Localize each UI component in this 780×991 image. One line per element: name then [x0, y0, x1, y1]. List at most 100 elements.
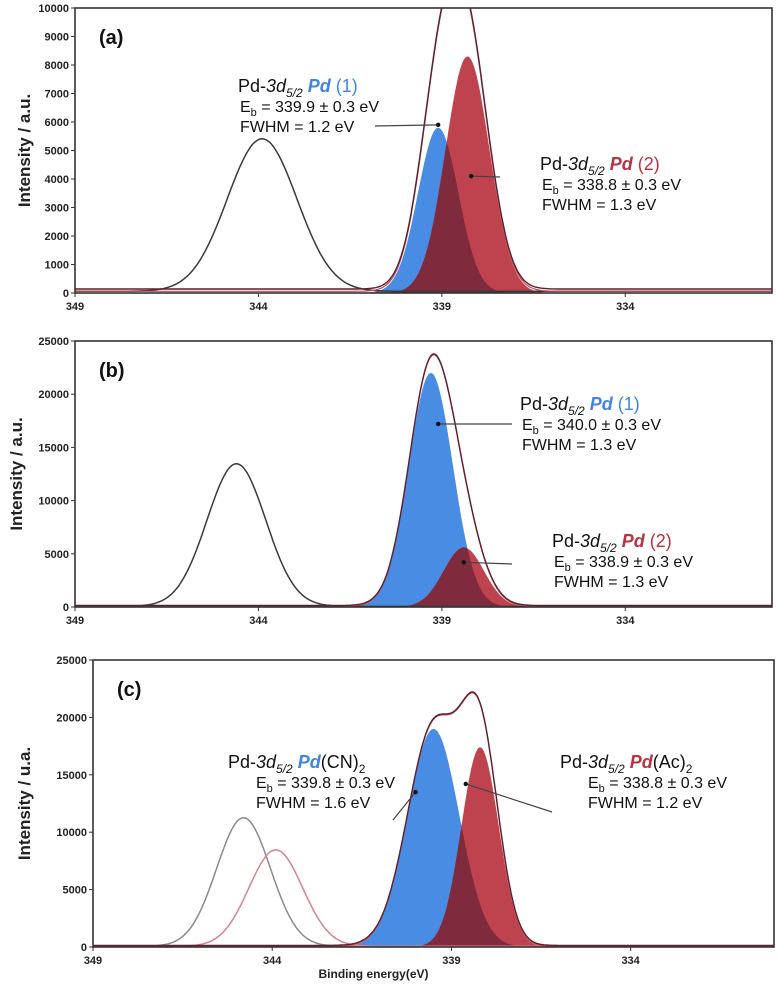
panel-c: 0 5000 10000 15000 20000 25000 349 344 339 334 Int… — [15, 655, 775, 981]
eb-subscript: b — [267, 783, 273, 795]
species-suffix: (1) — [613, 394, 640, 414]
eb-value: = 340.0 ± 0.3 eV — [539, 417, 662, 434]
annotation-leader-line — [471, 175, 501, 178]
annotation-species-label: Pd-3d5/2 Pd(CN)2 — [228, 752, 366, 776]
annotation-fwhm: FWHM = 1.3 eV — [522, 437, 637, 454]
component-area-1 — [93, 728, 774, 947]
x-tick-label: 334 — [616, 301, 635, 313]
eb-value: = 339.9 ± 0.3 eV — [257, 99, 380, 116]
species-prefix: Pd- — [520, 394, 548, 414]
species-prefix: Pd- — [552, 531, 580, 551]
component-overlap-area — [75, 143, 772, 293]
x-tick-label: 349 — [66, 301, 84, 313]
y-tick-label: 25000 — [38, 336, 69, 348]
y-tick-label: 9000 — [45, 32, 69, 44]
annotation-leader-line — [392, 791, 417, 821]
species-orbital: 3d — [266, 76, 287, 96]
y-tick-label: 10000 — [56, 827, 87, 839]
species-subscript: 5/2 — [276, 762, 293, 776]
raw-envelope-line — [93, 691, 774, 947]
eb-value: = 338.8 ± 0.3 eV — [605, 775, 728, 792]
x-tick-label: 334 — [616, 615, 635, 627]
species-orbital: 3d — [580, 531, 601, 551]
species-suffix-subscript: 2 — [359, 762, 366, 776]
annotation-fwhm: FWHM = 1.3 eV — [542, 197, 657, 214]
y-tick-label: 3000 — [45, 203, 69, 215]
annotation-point — [461, 560, 467, 565]
panel-label: (c) — [117, 679, 141, 701]
species-bold: Pd — [605, 154, 634, 174]
annotation-fwhm: FWHM = 1.2 eV — [240, 119, 355, 136]
x-tick-label: 349 — [66, 615, 84, 627]
y-tick-label: 4000 — [45, 174, 69, 186]
species-subscript: 5/2 — [286, 86, 303, 100]
x-tick-label: 349 — [84, 955, 102, 967]
y-tick-label: 6000 — [45, 117, 69, 129]
annotation-species-label: Pd-3d5/2 Pd (1) — [520, 394, 640, 418]
species-suffix: (2) — [633, 154, 660, 174]
eb-value: = 338.8 ± 0.3 eV — [559, 177, 682, 194]
y-tick-label: 0 — [81, 942, 87, 954]
component-area-1 — [75, 373, 772, 607]
y-tick-label: 1000 — [45, 260, 69, 272]
component-area-1 — [75, 127, 772, 293]
annotation-point — [463, 781, 468, 787]
annotation-point — [468, 173, 474, 179]
plot-area — [75, 8, 772, 293]
eb-subscript: b — [251, 107, 257, 119]
y-axis-label: Intensity / a.u. — [15, 94, 34, 207]
eb-symbol: E — [542, 177, 553, 194]
panel-label: (a) — [99, 27, 123, 49]
annotation-species-label: Pd-3d5/2 Pd (2) — [552, 531, 672, 555]
species-suffix: (CN) — [321, 752, 359, 772]
species-subscript: 5/2 — [568, 404, 585, 418]
annotation-fwhm: FWHM = 1.3 eV — [554, 574, 669, 591]
panel-a: 0 1000 2000 3000 4000 5000 6000 7000 8000 9000 100… — [15, 3, 773, 313]
x-tick-label: 339 — [433, 615, 451, 627]
species-orbital: 3d — [588, 752, 609, 772]
species-prefix: Pd- — [540, 154, 568, 174]
species-bold: Pd — [293, 752, 322, 772]
species-bold: Pd — [303, 76, 332, 96]
annotation-fwhm: FWHM = 1.6 eV — [256, 795, 371, 812]
y-tick-label: 0 — [63, 288, 69, 300]
y-tick-label: 20000 — [56, 712, 87, 724]
species-orbital: 3d — [548, 394, 569, 414]
y-axis-label: Intensity / a.u. — [7, 417, 26, 530]
species-subscript: 5/2 — [600, 541, 617, 555]
species-subscript: 5/2 — [588, 164, 605, 178]
annotation-point — [435, 122, 441, 128]
y-tick-label: 25000 — [56, 655, 87, 667]
annotation-binding-energy: Eb = 338.8 ± 0.3 eV — [588, 775, 727, 795]
x-tick-label: 339 — [442, 955, 460, 967]
annotation-leader-line — [374, 124, 439, 127]
eb-value: = 339.8 ± 0.3 eV — [273, 775, 396, 792]
annotation-binding-energy: Eb = 339.8 ± 0.3 eV — [256, 775, 395, 795]
plot-frame — [74, 340, 773, 608]
species-bold: Pd — [625, 752, 654, 772]
raw-envelope-line — [75, 8, 772, 290]
annotation-leader-line — [465, 783, 553, 813]
species-suffix: (Ac) — [653, 752, 686, 772]
species-prefix: Pd- — [238, 76, 266, 96]
annotation-species-label: Pd-3d5/2 Pd(Ac)2 — [560, 752, 693, 776]
species-suffix: (1) — [331, 76, 358, 96]
y-tick-label: 5000 — [45, 549, 69, 561]
annotation-binding-energy: Eb = 338.9 ± 0.3 eV — [554, 554, 693, 574]
y-tick-label: 2000 — [45, 231, 69, 243]
eb-subscript: b — [553, 185, 559, 197]
y-tick-label: 15000 — [38, 442, 69, 454]
annotation-point — [413, 789, 418, 795]
species-bold: Pd — [585, 394, 614, 414]
y-tick-label: 5000 — [45, 146, 69, 158]
raw-envelope-line — [75, 353, 772, 607]
plot-area — [93, 691, 774, 947]
y-tick-label: 10000 — [38, 3, 69, 15]
annotation-2: Pd-3d5/2 Pd(Ac)2Eb = 338.8 ± 0.3 eVFWHM … — [463, 752, 727, 813]
annotation-species-label: Pd-3d5/2 Pd (1) — [238, 76, 358, 100]
species-orbital: 3d — [256, 752, 277, 772]
panel-label: (b) — [99, 360, 125, 382]
x-tick-label: 344 — [249, 615, 268, 627]
